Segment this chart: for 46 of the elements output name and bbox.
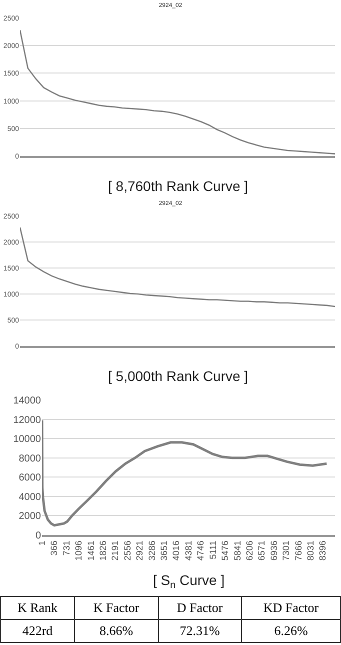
text: 422rd [0,620,75,642]
y-tick-label: 8000 [18,453,42,464]
text: 6.26% [242,620,340,642]
y-tick-label: 0 [35,530,42,542]
x-tick-label: 5476 [220,540,230,561]
x-tick-label: 8396 [318,540,328,561]
x-tick-label: 1826 [98,540,108,561]
category-label: D Factor [158,596,242,620]
category-label: K Rank [0,596,75,620]
x-tick-label: 2921 [134,540,145,561]
text: 8.66% [74,620,158,642]
line-series [20,226,335,308]
line-series [42,419,328,527]
y-tick-label: 6000 [18,472,42,484]
x-tick-label: 3651 [159,540,170,561]
x-tick-label: 2191 [110,540,120,561]
x-tick-label: 366 [49,540,60,556]
text: [ S$_{n}$ Curve ] [153,572,225,591]
x-tick-label: 4016 [171,540,182,561]
line-series [20,29,335,154]
y-tick-label: 14000 [13,396,42,406]
x-tick-label: 2556 [122,540,132,561]
x-tick-label: 7301 [281,540,292,561]
x-tick-label: 1096 [74,540,84,561]
x-tick-label: 5111 [208,540,218,560]
y-tick-label: 12000 [13,414,42,426]
text: 72.31% [158,620,242,642]
category-label: K Factor [74,596,158,620]
x-tick-label: 4381 [183,540,194,561]
x-tick-label: 6936 [268,540,279,561]
x-tick-label: 4746 [196,540,206,561]
text: [ 8,760th Rank Curve ] [108,178,248,194]
category-label: KD Factor [242,596,340,620]
x-tick-label: 8031 [306,540,316,561]
x-tick-label: 3286 [146,540,157,561]
x-tick-label: 731 [61,540,72,556]
x-tick-label: 6206 [244,540,254,561]
x-tick-label: 7666 [293,540,304,561]
text: [ 5,000th Rank Curve ] [108,368,248,384]
y-tick-label: 4000 [18,492,42,503]
x-tick-label: 1 [36,540,47,546]
x-tick-label: 5841 [232,540,242,561]
y-tick-label: 10000 [13,434,42,446]
y-tick-label: 2000 [18,511,42,522]
x-tick-label: 1461 [86,540,96,561]
x-tick-label: 6571 [256,540,267,561]
